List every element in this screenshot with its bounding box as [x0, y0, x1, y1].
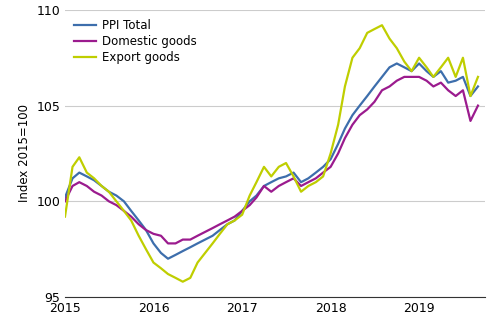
- Legend: PPI Total, Domestic goods, Export goods: PPI Total, Domestic goods, Export goods: [71, 16, 200, 68]
- Line: Export goods: Export goods: [65, 25, 478, 282]
- Line: Domestic goods: Domestic goods: [65, 77, 478, 244]
- Line: PPI Total: PPI Total: [65, 63, 478, 259]
- Y-axis label: Index 2015=100: Index 2015=100: [18, 105, 30, 202]
